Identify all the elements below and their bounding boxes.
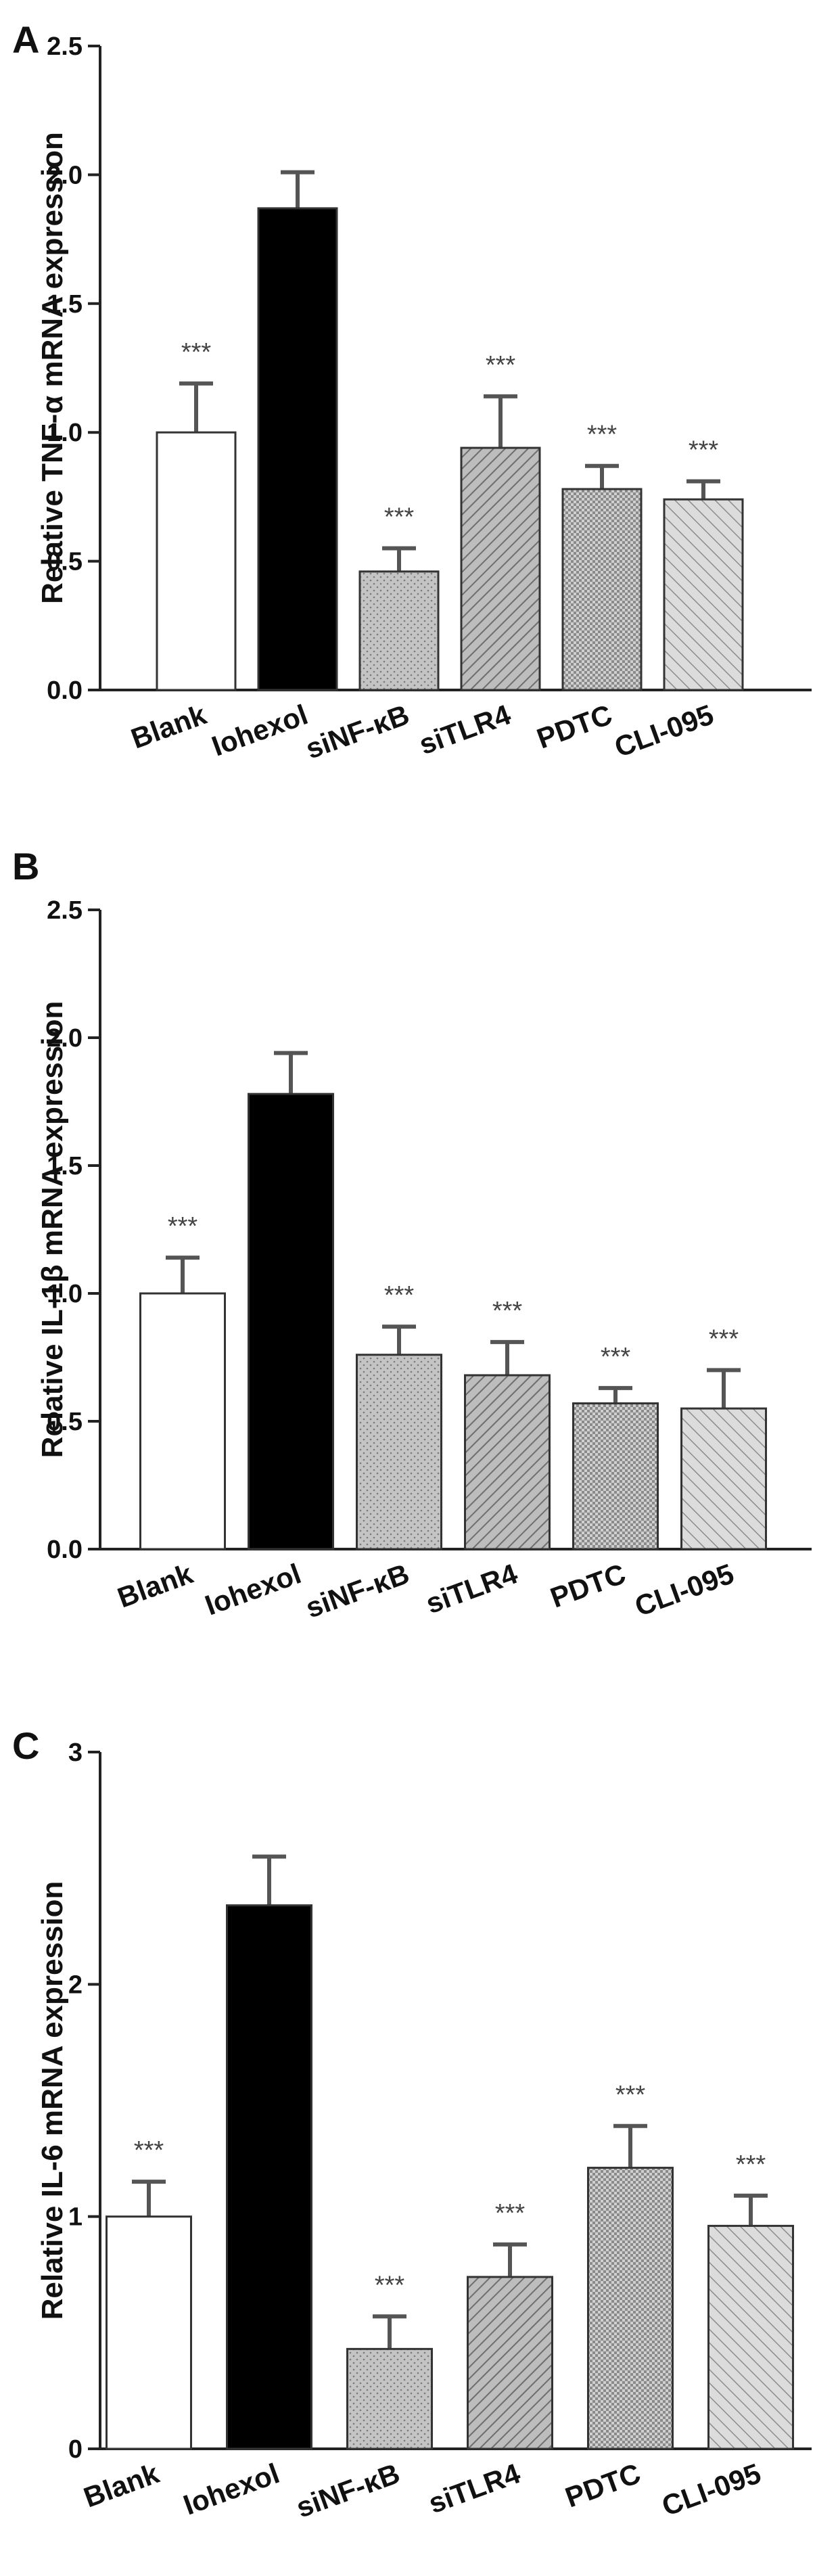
category-label: siNF-κB: [292, 2457, 404, 2523]
significance-label: ***: [486, 351, 516, 380]
category-label: siTLR4: [415, 698, 515, 760]
category-label: PDTC: [561, 2457, 645, 2513]
panel-c: C 0 1 2 3 Relative IL-6 mRNA expression *** Bla…: [12, 1724, 812, 2524]
panel-letter: B: [12, 845, 39, 888]
panel-letter: A: [12, 18, 39, 61]
bar-sitlr4: [460, 446, 541, 691]
y-axis-title: Relative IL-1β mRNA expression: [36, 1001, 69, 1458]
category-label: siTLR4: [421, 1557, 521, 1619]
bar-cli-095: [663, 498, 744, 691]
panel-b: B 0.0 0.5 1.0 1.5 2.0 2.5 Relative IL-1β mRNA e…: [12, 845, 812, 1624]
category-label: PDTC: [546, 1557, 630, 1613]
y-tick-label: 2: [68, 1971, 83, 1999]
significance-label: ***: [168, 1212, 198, 1241]
significance-label: ***: [587, 421, 618, 449]
y-tick-label: 1.5: [47, 1152, 83, 1180]
significance-label: ***: [375, 2271, 405, 2299]
y-tick-label: 2.5: [47, 896, 83, 925]
significance-label: ***: [134, 2136, 164, 2165]
bar-sinf-b: [356, 1354, 442, 1550]
bar-iohexol: [257, 207, 338, 691]
significance-label: ***: [384, 503, 415, 532]
y-tick-label: 0.5: [47, 1408, 83, 1436]
bar-sinf-b: [358, 570, 440, 691]
category-label: siTLR4: [424, 2457, 524, 2519]
significance-label: ***: [181, 338, 212, 367]
bar-cli-095: [680, 1407, 767, 1550]
bar-blank: [139, 1292, 226, 1550]
significance-label: ***: [615, 2081, 646, 2109]
y-axis-title: Relative IL-6 mRNA expression: [36, 1881, 69, 2320]
panel-letter: C: [12, 1724, 39, 1767]
y-tick-label: 1.0: [47, 419, 83, 447]
category-label: CLI-095: [657, 2457, 765, 2522]
category-label: CLI-095: [630, 1557, 738, 1622]
bar-sitlr4: [464, 1374, 551, 1550]
category-label: siNF-κB: [302, 1557, 413, 1624]
y-tick-label: 1.5: [47, 290, 83, 319]
category-label: Blank: [114, 1557, 197, 1614]
significance-label: ***: [709, 1325, 739, 1353]
y-tick-label: 1: [68, 2203, 83, 2232]
significance-label: ***: [736, 2150, 766, 2179]
category-label: Iohexol: [208, 698, 312, 762]
y-tick-label: 0.0: [47, 676, 83, 705]
y-tick-label: 2.0: [47, 161, 83, 189]
category-label: Iohexol: [179, 2457, 283, 2521]
significance-label: ***: [495, 2199, 526, 2228]
bar-sitlr4: [467, 2276, 553, 2450]
category-label: Iohexol: [201, 1557, 305, 1621]
category-label: PDTC: [533, 698, 617, 754]
bar-pdtc: [561, 488, 643, 691]
bar-pdtc: [587, 2167, 674, 2450]
significance-label: ***: [601, 1343, 631, 1371]
y-tick-label: 0.0: [47, 1536, 83, 1564]
category-label: Blank: [127, 698, 211, 755]
bar-iohexol: [248, 1092, 334, 1550]
y-tick-label: 0.5: [47, 548, 83, 576]
bar-cli-095: [707, 2224, 794, 2450]
y-tick-label: 2.0: [47, 1024, 83, 1053]
bar-iohexol: [226, 1904, 312, 2450]
y-tick-label: 1.0: [47, 1280, 83, 1308]
bar-blank: [106, 2215, 192, 2450]
panel-a: A 0.0 0.5 1.0 1.5 2.0 2.5 Relative TNF-α mRNA e…: [12, 18, 812, 765]
bar-sinf-b: [346, 2347, 433, 2450]
significance-label: ***: [689, 436, 719, 465]
significance-label: ***: [492, 1297, 523, 1325]
y-axis-title: Relative TNF-α mRNA expression: [36, 132, 69, 604]
y-tick-label: 3: [68, 1739, 83, 1767]
category-label: CLI-095: [610, 698, 718, 763]
y-tick-label: 0: [68, 2435, 83, 2464]
bar-blank: [156, 431, 237, 691]
category-label: Blank: [80, 2457, 164, 2514]
bar-pdtc: [572, 1402, 659, 1550]
y-tick-label: 2.5: [47, 32, 83, 61]
category-label: siNF-κB: [302, 698, 413, 764]
significance-label: ***: [384, 1281, 415, 1310]
